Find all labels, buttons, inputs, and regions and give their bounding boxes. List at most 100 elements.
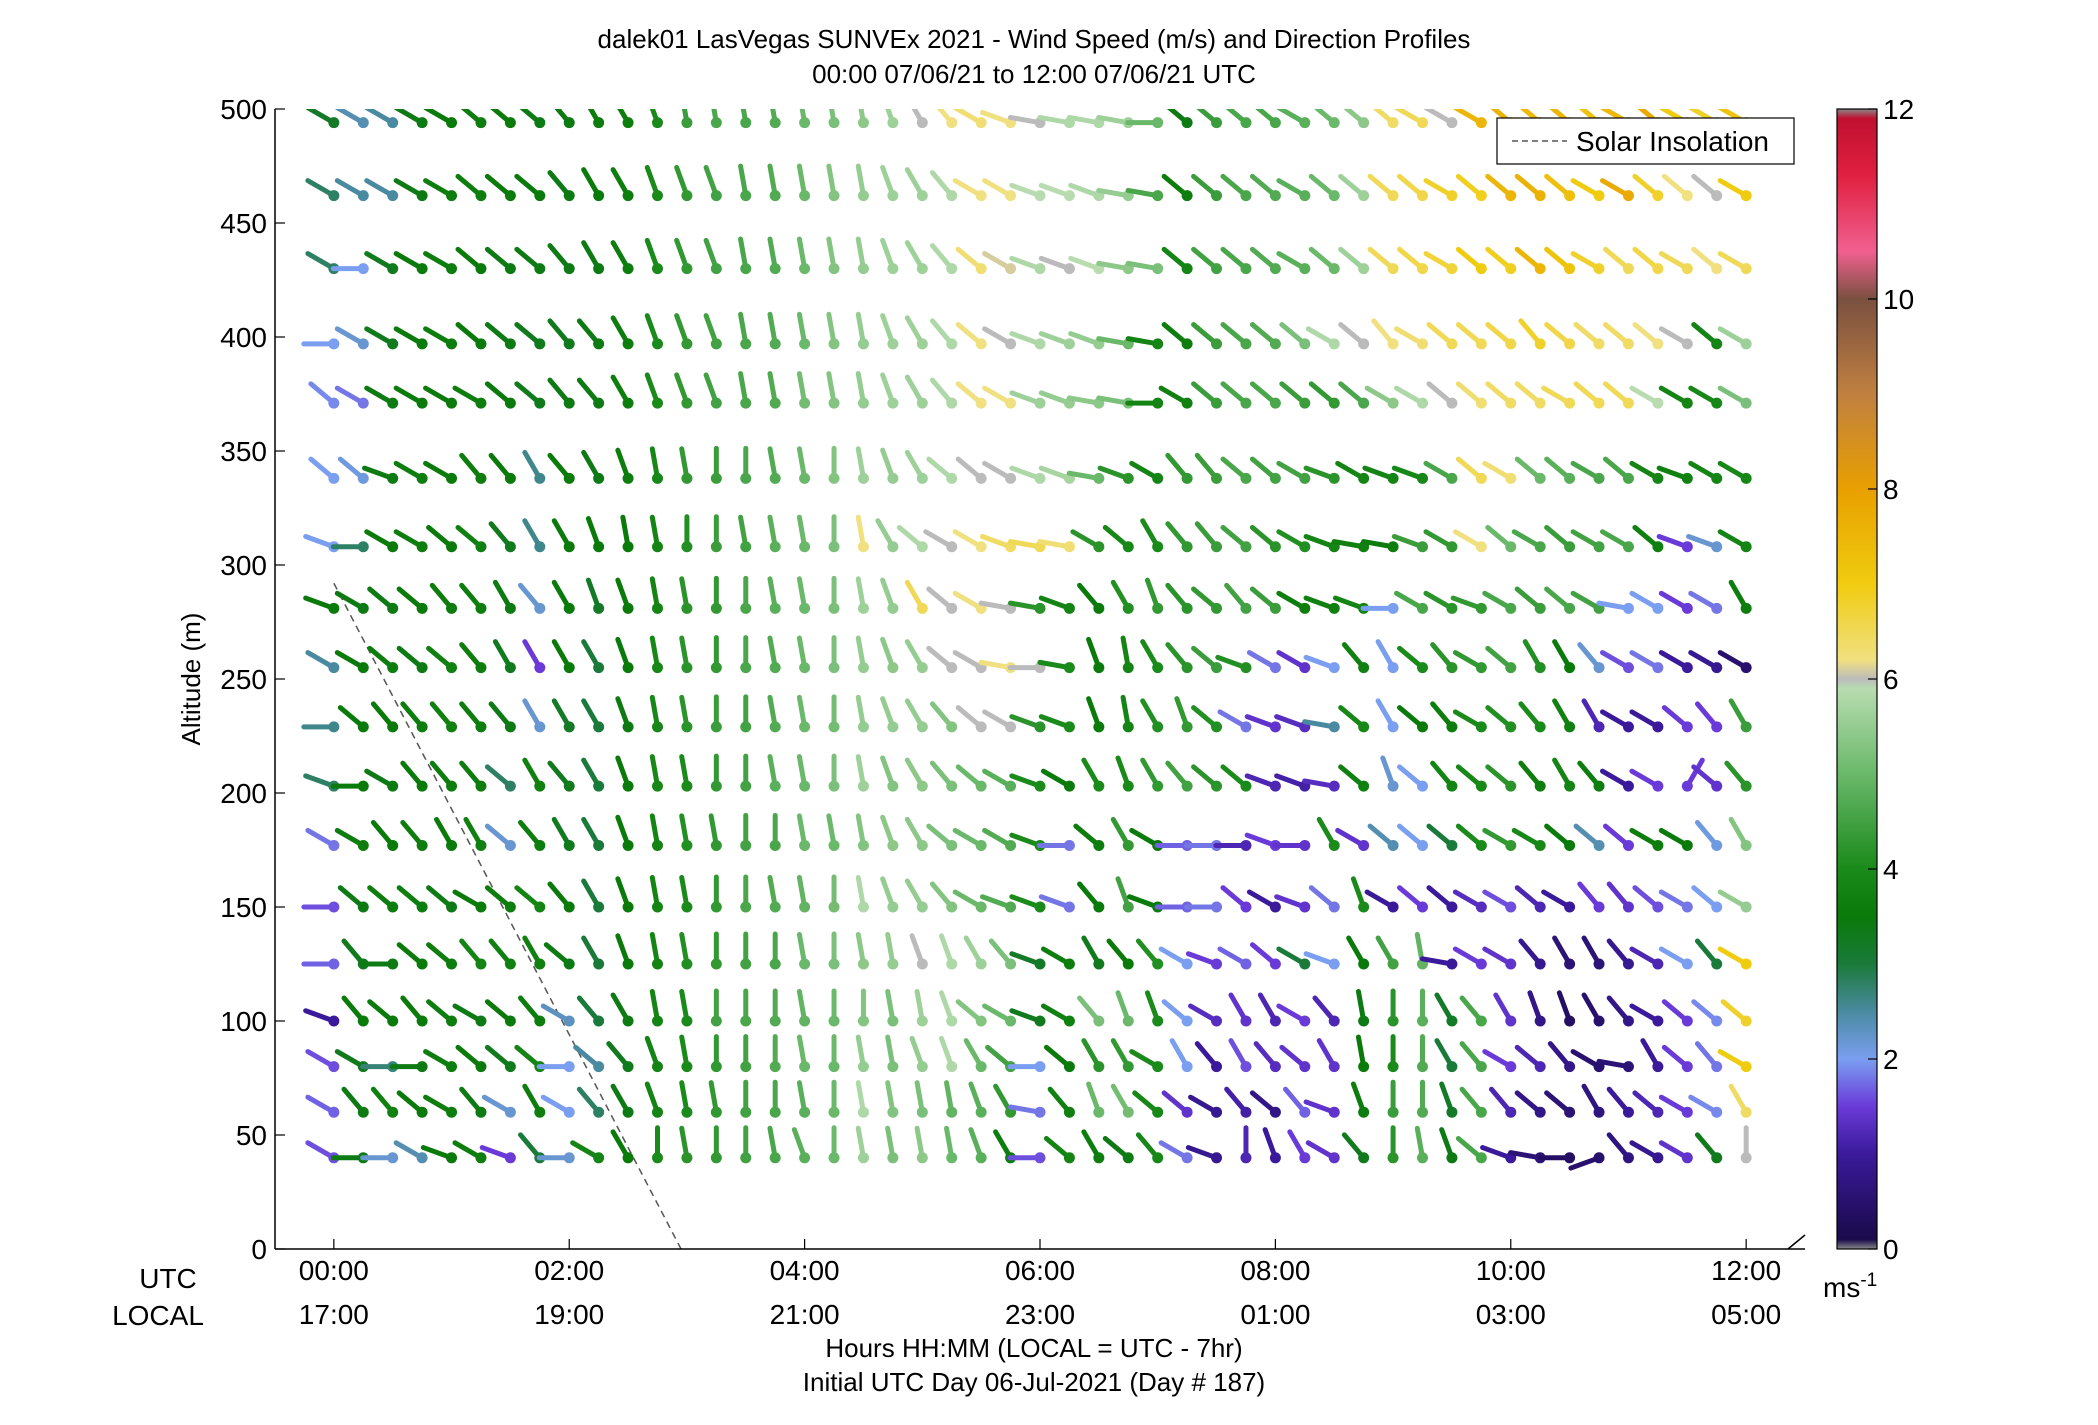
wind-barb bbox=[880, 313, 899, 350]
wind-barb bbox=[576, 318, 605, 350]
wind-barb-dot bbox=[681, 1061, 693, 1073]
wind-barb bbox=[828, 514, 840, 553]
wind-barb-dot bbox=[1034, 1015, 1046, 1027]
wind-barb bbox=[1632, 173, 1664, 202]
y-tick-label: 50 bbox=[236, 1120, 267, 1151]
wind-barb-dot bbox=[975, 397, 987, 409]
wind-barb-dot bbox=[946, 1015, 958, 1027]
wind-barb-dot bbox=[1534, 602, 1546, 614]
wind-barb bbox=[1599, 650, 1634, 674]
wind-barb-dot bbox=[1534, 1061, 1546, 1073]
wind-barb bbox=[426, 645, 458, 674]
wind-barb-dot bbox=[1034, 1152, 1046, 1164]
wind-barb bbox=[923, 529, 958, 553]
wind-barb-dot bbox=[1387, 1106, 1399, 1118]
wind-barb-dot bbox=[387, 190, 399, 202]
wind-barb bbox=[1129, 460, 1164, 484]
wind-barb-dot bbox=[1328, 839, 1340, 851]
wind-barb bbox=[1362, 465, 1399, 484]
wind-barb bbox=[610, 1083, 634, 1118]
wind-barb-dot bbox=[1093, 472, 1105, 484]
wind-barb-dot bbox=[710, 721, 722, 733]
wind-barb-dot bbox=[328, 721, 340, 733]
wind-barb bbox=[1518, 938, 1546, 970]
wind-barb-dot bbox=[563, 117, 575, 129]
wind-barb bbox=[767, 1125, 781, 1164]
wind-barb bbox=[1120, 694, 1134, 733]
wind-barb-dot bbox=[357, 472, 369, 484]
wind-barb bbox=[581, 816, 605, 851]
wind-barb-dot bbox=[1711, 263, 1723, 275]
wind-barb-dot bbox=[1740, 901, 1752, 913]
x-tick-label-utc: 02:00 bbox=[534, 1255, 604, 1286]
wind-barb-dot bbox=[740, 839, 752, 851]
x-tick-label-local: 01:00 bbox=[1240, 1299, 1310, 1330]
wind-barb bbox=[367, 586, 399, 614]
wind-barb-dot bbox=[1622, 662, 1634, 674]
wind-barb bbox=[1485, 764, 1517, 792]
wind-barb-dot bbox=[1211, 472, 1223, 484]
wind-barb bbox=[649, 874, 663, 913]
wind-barb bbox=[955, 456, 987, 484]
wind-barb-dot bbox=[1299, 1152, 1311, 1164]
wind-barb-dot bbox=[563, 472, 575, 484]
wind-barb bbox=[1262, 1127, 1281, 1164]
wind-barb-dot bbox=[916, 662, 928, 674]
wind-barb bbox=[581, 878, 605, 913]
wind-barb bbox=[740, 694, 752, 733]
wind-barb bbox=[1717, 650, 1752, 674]
wind-barb bbox=[518, 582, 546, 614]
wind-barb-dot bbox=[1711, 541, 1723, 553]
legend-label: Solar Insolation bbox=[1576, 126, 1769, 157]
wind-barb-dot bbox=[916, 472, 928, 484]
wind-barb bbox=[929, 377, 958, 409]
wind-barb-dot bbox=[416, 1061, 428, 1073]
wind-barb bbox=[455, 1044, 487, 1073]
wind-barb bbox=[796, 163, 811, 202]
wind-barb bbox=[396, 586, 428, 614]
wind-barb bbox=[1629, 946, 1664, 970]
wind-barb bbox=[710, 874, 722, 913]
wind-barb bbox=[1599, 178, 1634, 202]
wind-barb bbox=[880, 755, 899, 792]
wind-barb bbox=[426, 999, 458, 1027]
wind-barb-dot bbox=[799, 190, 811, 202]
wind-barb-dot bbox=[710, 662, 722, 674]
wind-barb bbox=[679, 635, 693, 674]
wind-barb-dot bbox=[887, 1152, 899, 1164]
wind-barb-dot bbox=[710, 1061, 722, 1073]
wind-barb-dot bbox=[1711, 839, 1723, 851]
wind-barb bbox=[423, 326, 458, 350]
wind-barb-dot bbox=[887, 338, 899, 350]
wind-barb-dot bbox=[916, 721, 928, 733]
wind-barb bbox=[1485, 705, 1517, 733]
wind-barb-dot bbox=[887, 117, 899, 129]
wind-barb-dot bbox=[1152, 780, 1164, 792]
wind-barb-dot bbox=[387, 958, 399, 970]
wind-barb bbox=[649, 754, 663, 792]
wind-barb bbox=[955, 246, 987, 275]
wind-barb bbox=[1220, 885, 1252, 913]
wind-barb bbox=[1423, 109, 1458, 129]
wind-barb-dot bbox=[593, 602, 605, 614]
wind-barb bbox=[1544, 823, 1576, 851]
wind-barb bbox=[649, 988, 663, 1027]
wind-barb bbox=[396, 942, 428, 970]
wind-barb bbox=[1658, 251, 1693, 275]
wind-barb bbox=[1191, 705, 1223, 733]
wind-barb bbox=[1102, 524, 1134, 553]
wind-barb bbox=[1276, 529, 1311, 553]
wind-barb bbox=[423, 178, 458, 202]
wind-barb bbox=[581, 698, 605, 733]
wind-barb bbox=[1375, 639, 1399, 674]
wind-barb bbox=[904, 639, 928, 674]
wind-barb bbox=[1038, 255, 1075, 275]
wind-barb-dot bbox=[1593, 662, 1605, 674]
wind-barb-dot bbox=[534, 901, 546, 913]
wind-barb bbox=[514, 173, 546, 202]
wind-barb-dot bbox=[593, 338, 605, 350]
wind-barb-dot bbox=[1505, 721, 1517, 733]
wind-barb bbox=[1355, 988, 1370, 1027]
wind-barb-dot bbox=[857, 901, 869, 913]
wind-barb-dot bbox=[1063, 721, 1075, 733]
